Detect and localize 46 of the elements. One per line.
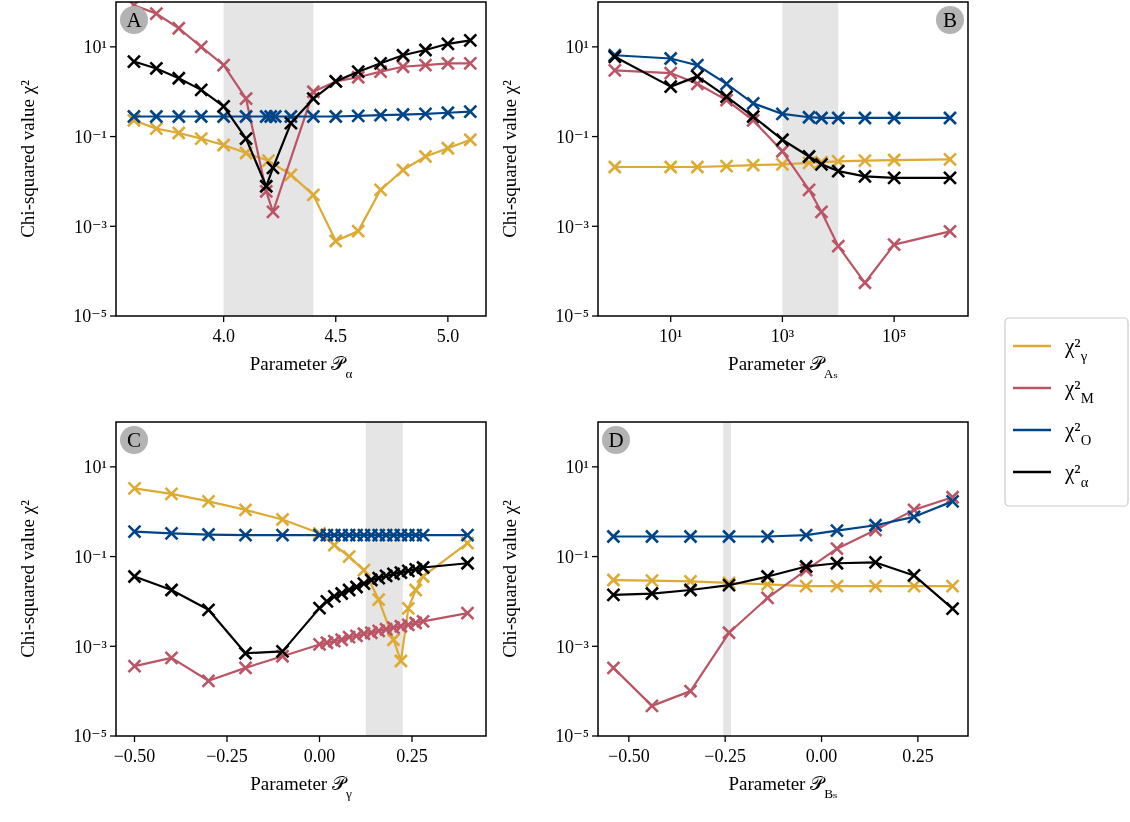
x-tick-label: −0.50: [113, 746, 156, 766]
x-axis-title: Parameter 𝒫$_{γ}$: [250, 773, 352, 801]
y-tick-label: 10¹: [83, 37, 107, 58]
y-tick-label: 10⁻³: [74, 216, 108, 237]
y-axis-title: Chi-squared value χ²: [17, 499, 38, 658]
legend-label: χ²$_{γ}$: [1064, 334, 1088, 365]
x-tick-label: 0.25: [396, 746, 428, 766]
x-tick-label: 4.0: [212, 326, 235, 346]
x-tick-label: −0.25: [206, 746, 248, 766]
x-axis-title: Parameter 𝒫$_{Bₛ}$: [728, 773, 838, 801]
y-axis-title: Chi-squared value χ²: [499, 79, 520, 238]
y-tick-label: 10¹: [565, 37, 589, 58]
y-tick-label: 10⁻¹: [74, 546, 107, 567]
y-tick-label: 10⁻³: [556, 636, 590, 657]
x-tick-label: 10³: [770, 326, 795, 346]
x-tick-label: 10¹: [658, 326, 683, 346]
x-axis-title: Parameter 𝒫$_{Aₛ}$: [728, 353, 838, 381]
y-tick-label: 10¹: [565, 457, 589, 478]
x-tick-label: 0.25: [902, 746, 934, 766]
y-tick-label: 10⁻⁵: [555, 726, 589, 747]
y-tick-label: 10⁻¹: [556, 546, 589, 567]
y-tick-label: 10⁻¹: [556, 126, 589, 147]
annotation: B: [942, 8, 958, 33]
y-tick-label: 10⁻⁵: [555, 306, 589, 327]
annotation: A: [126, 8, 143, 33]
x-tick-label: 5.0: [436, 326, 460, 346]
x-tick-label: 4.5: [324, 326, 348, 346]
annotation: D: [608, 428, 624, 453]
x-tick-label: −0.50: [608, 746, 650, 766]
legend-label: χ²$_{α}$: [1064, 460, 1089, 491]
y-tick-label: 10¹: [83, 457, 107, 478]
y-tick-label: 10⁻⁵: [73, 306, 107, 327]
y-tick-label: 10⁻³: [556, 216, 590, 237]
legend-label: χ²$_{M}$: [1064, 376, 1094, 407]
y-axis-title: Chi-squared value χ²: [17, 79, 38, 238]
y-tick-label: 10⁻¹: [74, 126, 107, 147]
x-axis-title: Parameter 𝒫$_{α}$: [249, 353, 353, 381]
y-tick-label: 10⁻⁵: [73, 726, 107, 747]
legend-label: χ²$_{O}$: [1064, 418, 1092, 449]
x-tick-label: −0.25: [704, 746, 747, 766]
annotation: C: [126, 428, 142, 453]
x-tick-label: 0.00: [303, 746, 336, 766]
y-tick-label: 10⁻³: [74, 636, 108, 657]
x-tick-label: 0.00: [805, 746, 838, 766]
x-tick-label: 10⁵: [882, 326, 907, 346]
y-axis-title: Chi-squared value χ²: [499, 499, 520, 658]
